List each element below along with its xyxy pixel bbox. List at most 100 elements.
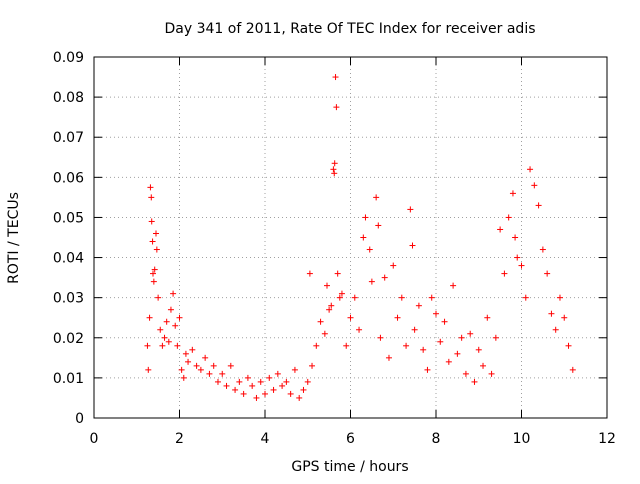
data-point xyxy=(197,366,204,373)
y-tick-label: 0.07 xyxy=(53,130,84,146)
x-tick-label: 6 xyxy=(346,431,355,447)
data-point xyxy=(287,390,294,397)
data-point xyxy=(394,314,401,321)
data-point xyxy=(180,374,187,381)
data-point xyxy=(219,370,226,377)
data-point xyxy=(467,330,474,337)
data-point xyxy=(544,270,551,277)
y-tick-label: 0.08 xyxy=(53,90,84,106)
data-point xyxy=(148,218,155,225)
y-tick-label: 0.04 xyxy=(53,251,84,267)
data-point xyxy=(148,194,155,201)
data-point xyxy=(484,314,491,321)
data-point xyxy=(531,182,538,189)
data-point xyxy=(480,362,487,369)
data-point xyxy=(356,326,363,333)
data-point xyxy=(223,382,230,389)
data-point xyxy=(328,302,335,309)
data-point xyxy=(249,382,256,389)
x-tick-label: 12 xyxy=(598,431,616,447)
axis-ticks: 0 0.01 0.02 0.03 0.04 0.05 0.06 0.07 0.08 0.09 0 2 4… xyxy=(53,50,616,447)
data-point xyxy=(548,310,555,317)
data-point xyxy=(539,246,546,253)
y-tick-label: 0.09 xyxy=(53,50,84,66)
x-tick-label: 2 xyxy=(175,431,184,447)
data-point xyxy=(377,334,384,341)
data-point xyxy=(150,278,157,285)
data-point xyxy=(174,342,181,349)
data-point xyxy=(210,362,217,369)
data-point xyxy=(333,104,340,111)
data-point xyxy=(331,160,338,167)
data-point xyxy=(471,378,478,385)
data-point xyxy=(321,330,328,337)
y-tick-label: 0.03 xyxy=(53,291,84,307)
data-point xyxy=(283,378,290,385)
data-point xyxy=(274,370,281,377)
data-point xyxy=(240,390,247,397)
data-point xyxy=(343,342,350,349)
y-tick-label: 0.02 xyxy=(53,331,84,347)
data-point xyxy=(170,290,177,297)
data-point xyxy=(535,202,542,209)
data-point xyxy=(336,294,343,301)
data-point xyxy=(334,270,341,277)
y-tick-label: 0 xyxy=(75,411,84,427)
data-point xyxy=(182,350,189,357)
y-axis-label: ROTI / TECUs xyxy=(6,192,22,284)
data-point xyxy=(441,318,448,325)
x-tick-label: 4 xyxy=(261,431,270,447)
data-point xyxy=(527,166,534,173)
data-point xyxy=(144,342,151,349)
x-axis-label: GPS time / hours xyxy=(291,459,408,475)
data-point xyxy=(409,242,416,249)
data-point xyxy=(157,326,164,333)
data-point xyxy=(565,342,572,349)
data-point xyxy=(291,366,298,373)
data-point xyxy=(323,282,330,289)
data-point xyxy=(420,346,427,353)
x-tick-label: 10 xyxy=(513,431,531,447)
data-point xyxy=(347,314,354,321)
data-point xyxy=(428,294,435,301)
data-point xyxy=(161,334,168,341)
data-point xyxy=(411,326,418,333)
chart-title: Day 341 of 2011, Rate Of TEC Index for r… xyxy=(164,21,535,37)
data-point xyxy=(262,390,268,397)
data-point xyxy=(368,278,375,285)
data-point xyxy=(202,354,209,361)
data-point xyxy=(300,386,307,393)
data-point xyxy=(236,378,243,385)
data-point xyxy=(159,342,166,349)
data-point xyxy=(167,306,174,313)
data-point xyxy=(163,318,170,325)
data-point xyxy=(385,354,392,361)
data-point xyxy=(244,374,251,381)
data-point xyxy=(266,374,273,381)
data-point xyxy=(146,314,153,321)
data-point xyxy=(227,362,234,369)
data-point xyxy=(176,314,183,321)
data-point xyxy=(561,314,568,321)
data-point xyxy=(330,166,337,173)
data-point xyxy=(149,238,156,245)
data-points xyxy=(144,74,576,401)
data-point xyxy=(492,334,499,341)
data-point xyxy=(326,306,333,313)
y-tick-label: 0.06 xyxy=(53,170,84,186)
x-tick-label: 0 xyxy=(90,431,99,447)
data-point xyxy=(313,342,320,349)
data-point xyxy=(424,366,431,373)
data-point xyxy=(398,294,405,301)
data-point xyxy=(375,222,382,229)
data-point xyxy=(153,246,160,253)
data-point xyxy=(556,294,563,301)
data-point xyxy=(331,170,338,177)
data-point xyxy=(189,346,196,353)
x-tick-label: 8 xyxy=(432,431,441,447)
data-point xyxy=(309,362,316,369)
data-point xyxy=(462,370,469,377)
data-point xyxy=(437,338,444,345)
data-point xyxy=(433,310,439,317)
